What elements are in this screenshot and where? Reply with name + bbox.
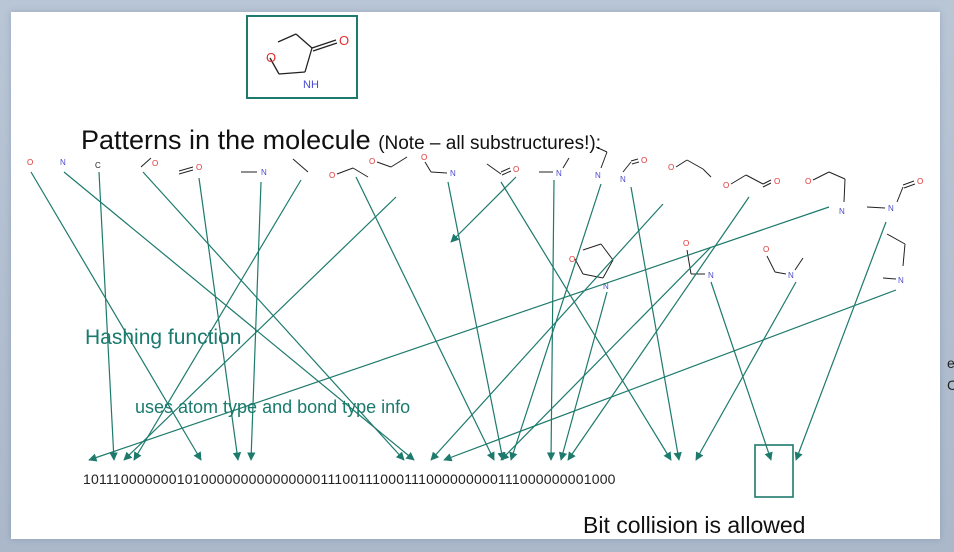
collision-box <box>754 444 794 498</box>
frag-o-1: O <box>152 159 158 168</box>
frag-o-3: O <box>329 171 335 180</box>
frag-o-9: O <box>723 181 729 190</box>
slide: O O NH O N C <box>11 12 940 539</box>
frag-n-2: N <box>450 169 456 178</box>
arrow <box>546 179 556 461</box>
arrow <box>630 186 682 461</box>
arrow <box>695 281 797 461</box>
arrow <box>133 179 302 461</box>
atom-o-carbonyl: O <box>339 33 349 48</box>
frag-n-4: N <box>595 171 601 180</box>
frag-o-15: O <box>763 245 769 254</box>
frag-o-14: O <box>683 239 689 248</box>
molecule-box: O O NH <box>246 15 358 99</box>
frag-atom-c: C <box>95 161 101 170</box>
arrow <box>30 171 202 461</box>
frag-n-10: N <box>708 271 714 280</box>
cut-text-2: C <box>947 377 954 393</box>
frag-o-6: O <box>513 165 519 174</box>
arrow <box>63 171 415 461</box>
frag-o-13: O <box>569 255 575 264</box>
frag-n-8: N <box>898 276 904 285</box>
frag-atom-o: O <box>27 158 33 167</box>
collision-label: Bit collision is allowed <box>583 512 806 538</box>
frag-o-4: O <box>369 157 375 166</box>
arrow <box>500 246 712 461</box>
frag-o-7: O <box>641 156 647 165</box>
frag-o-8: O <box>668 163 674 172</box>
frag-bonds <box>140 146 916 280</box>
frag-n-3: N <box>556 169 562 178</box>
title-note: (Note – all substructures!): <box>378 133 601 154</box>
frag-o-11: O <box>805 177 811 186</box>
frag-atom-n: N <box>60 158 66 167</box>
arrow <box>88 206 830 462</box>
frag-o-12: O <box>917 177 923 186</box>
frag-o-2: O <box>196 163 202 172</box>
frag-n-11: N <box>788 271 794 280</box>
bit-string: 1011100000001010000000000000001110011100… <box>83 471 616 487</box>
page-title: Patterns in the molecule (Note – all sub… <box>81 125 601 156</box>
frag-n-6: N <box>839 207 845 216</box>
fragment-row-1: O N C <box>27 146 923 291</box>
arrow-stub <box>450 176 517 243</box>
frag-n-1: N <box>261 168 267 177</box>
pattern-diagram: O O NH O N C <box>27 15 923 498</box>
arrow <box>98 171 118 461</box>
arrow <box>794 221 887 461</box>
arrow <box>443 289 897 462</box>
hash-arrows <box>30 171 897 462</box>
atom-nh: NH <box>303 79 319 91</box>
arrow <box>567 196 750 461</box>
title-text: Patterns in the molecule <box>81 125 371 155</box>
frag-o-10: O <box>774 177 780 186</box>
arrow <box>355 176 495 461</box>
frag-o-5: O <box>421 153 427 162</box>
arrow <box>247 181 262 461</box>
arrow <box>710 281 773 461</box>
frag-n-9: N <box>603 282 609 291</box>
hashing-label: Hashing function <box>85 326 242 349</box>
arrow <box>500 181 672 461</box>
hashing-sub-label: uses atom type and bond type info <box>135 397 411 417</box>
arrow <box>123 196 397 461</box>
arrow <box>447 181 506 461</box>
cut-text-1: e <box>947 355 954 371</box>
frag-n-5: N <box>620 175 626 184</box>
frag-n-7: N <box>888 204 894 213</box>
atom-o-ring: O <box>266 50 276 65</box>
arrow <box>430 203 664 461</box>
